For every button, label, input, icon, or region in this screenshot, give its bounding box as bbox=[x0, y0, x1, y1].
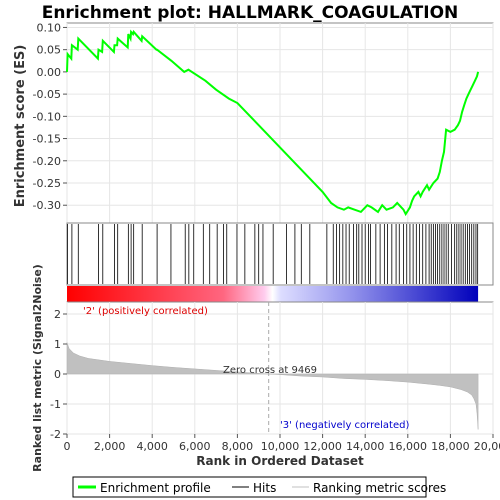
es-tick-label: -0.15 bbox=[33, 133, 61, 146]
ranking-tick-label: -1 bbox=[50, 398, 61, 411]
x-tick-label: 10,000 bbox=[261, 440, 300, 453]
es-tick-label: -0.30 bbox=[33, 199, 61, 212]
hits-panel-frame bbox=[66, 222, 494, 286]
x-tick-label: 16,000 bbox=[389, 440, 428, 453]
x-ticks: 0 2,000 4,000 6,000 8,000 10,000 12,000 14,000 1… bbox=[64, 434, 500, 453]
enrichment-grid bbox=[66, 23, 494, 223]
legend-label-hits: Hits bbox=[253, 481, 276, 495]
chart-title: Enrichment plot: HALLMARK_COAGULATION bbox=[42, 3, 459, 23]
x-tick-label: 8,000 bbox=[222, 440, 254, 453]
x-tick-label: 4,000 bbox=[136, 440, 168, 453]
legend-label-enrichment: Enrichment profile bbox=[100, 481, 211, 495]
ranking-y-ticks: 2 1 0 -1 -2 bbox=[50, 308, 67, 441]
es-tick-label: 0.05 bbox=[37, 44, 62, 57]
es-tick-label: -0.10 bbox=[33, 110, 61, 123]
enrichment-y-ticks: 0.10 0.05 0.00 -0.05 -0.10 -0.15 -0.20 -0.25 -0.… bbox=[33, 21, 67, 212]
es-axis-label: Enrichment score (ES) bbox=[13, 45, 28, 208]
es-tick-label: -0.20 bbox=[33, 155, 61, 168]
ranking-tick-label: 2 bbox=[54, 308, 61, 321]
x-tick-label: 6,000 bbox=[179, 440, 211, 453]
x-tick-label: 20,000 bbox=[474, 440, 500, 453]
x-tick-label: 0 bbox=[64, 440, 71, 453]
legend bbox=[72, 476, 427, 498]
es-tick-label: 0.10 bbox=[37, 21, 62, 34]
zero-cross-label: Zero cross at 9469 bbox=[223, 365, 317, 376]
ranking-tick-label: -2 bbox=[50, 428, 61, 441]
ranking-axis-label: Ranked list metric (Signal2Noise) bbox=[31, 264, 44, 472]
x-tick-label: 18,000 bbox=[431, 440, 470, 453]
es-tick-label: -0.25 bbox=[33, 177, 61, 190]
legend-label-ranking: Ranking metric scores bbox=[313, 481, 446, 495]
x-axis-label: Rank in Ordered Dataset bbox=[196, 454, 364, 468]
x-tick-label: 2,000 bbox=[94, 440, 126, 453]
rank-color-bar bbox=[67, 286, 479, 302]
ranking-tick-label: 1 bbox=[54, 338, 61, 351]
es-tick-label: 0.00 bbox=[37, 66, 62, 79]
x-tick-label: 14,000 bbox=[346, 440, 385, 453]
enrichment-profile-line bbox=[66, 29, 480, 217]
ranking-metric-area bbox=[66, 342, 479, 430]
ranking-grid bbox=[66, 302, 494, 435]
ranking-tick-label: 0 bbox=[54, 368, 61, 381]
es-tick-label: -0.05 bbox=[33, 88, 61, 101]
positive-correlated-label: '2' (positively correlated) bbox=[83, 306, 208, 317]
negative-correlated-label: '3' (negatively correlated) bbox=[280, 420, 409, 431]
hit-ticks bbox=[67, 224, 479, 284]
x-tick-label: 12,000 bbox=[303, 440, 342, 453]
